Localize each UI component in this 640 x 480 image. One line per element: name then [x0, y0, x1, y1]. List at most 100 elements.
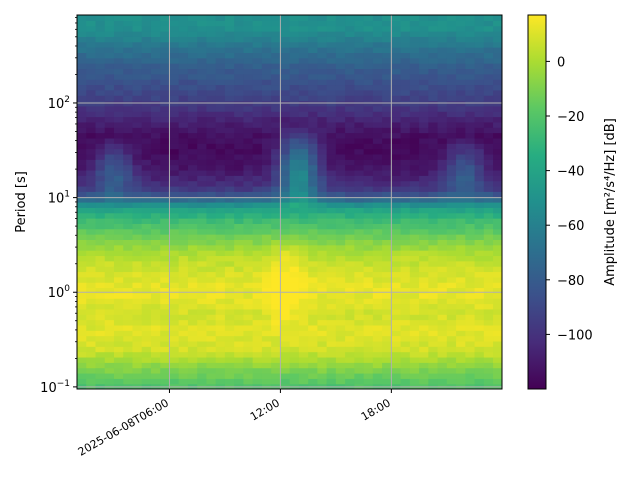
heatmap-cell	[252, 276, 263, 283]
heatmap-cell	[95, 148, 106, 155]
heatmap-cell	[409, 314, 420, 321]
heatmap-cell	[419, 57, 429, 64]
heatmap-cell	[474, 330, 485, 337]
heatmap-cell	[419, 111, 429, 118]
heatmap-cell	[113, 276, 124, 283]
heatmap-cell	[483, 207, 494, 214]
heatmap-cell	[298, 31, 309, 37]
heatmap-cell	[400, 276, 411, 283]
heatmap-cell	[428, 207, 439, 214]
heatmap-cell	[206, 362, 217, 369]
heatmap-cell	[456, 105, 466, 112]
heatmap-cell	[123, 362, 134, 369]
heatmap-cell	[123, 207, 134, 214]
heatmap-cell	[160, 383, 171, 389]
heatmap-cell	[363, 68, 374, 75]
heatmap-cell	[354, 207, 365, 214]
heatmap-cell	[437, 164, 448, 171]
heatmap-cell	[113, 303, 124, 310]
heatmap-cell	[77, 330, 87, 337]
heatmap-cell	[243, 356, 254, 363]
heatmap-cell	[335, 383, 346, 389]
heatmap-cell	[345, 207, 355, 214]
heatmap-cell	[178, 41, 189, 48]
heatmap-cell	[261, 180, 272, 187]
heatmap-cell	[493, 143, 502, 150]
heatmap-cell	[456, 271, 466, 278]
heatmap-cell	[261, 68, 272, 75]
heatmap-cell	[428, 340, 439, 347]
heatmap-cell	[252, 79, 263, 86]
heatmap-cell	[113, 111, 124, 118]
heatmap-cell	[234, 207, 245, 214]
heatmap-cell	[206, 212, 217, 219]
heatmap-cell	[409, 153, 420, 160]
heatmap-cell	[456, 308, 466, 315]
heatmap-cell	[95, 36, 106, 43]
heatmap-cell	[104, 79, 115, 86]
heatmap-cell	[437, 362, 448, 369]
heatmap-cell	[252, 202, 263, 208]
heatmap-cell	[215, 212, 226, 219]
heatmap-cell	[215, 362, 226, 369]
heatmap-cell	[363, 287, 374, 294]
heatmap-cell	[483, 95, 494, 102]
heatmap-cell	[178, 25, 189, 32]
heatmap-cell	[234, 84, 245, 91]
heatmap-cell	[178, 218, 189, 224]
heatmap-cell	[382, 31, 392, 37]
heatmap-cell	[465, 362, 476, 369]
heatmap-cell	[308, 335, 318, 342]
y-axis-label: Period [s]	[14, 171, 29, 233]
heatmap-cell	[141, 111, 152, 118]
heatmap-cell	[345, 362, 355, 369]
heatmap-cell	[224, 164, 235, 171]
heatmap-cell	[197, 116, 208, 123]
heatmap-cell	[178, 148, 189, 155]
heatmap-cell	[271, 260, 282, 267]
heatmap-cell	[391, 84, 402, 91]
heatmap-cell	[123, 282, 134, 289]
heatmap-cell	[345, 218, 355, 224]
heatmap-cell	[465, 218, 476, 224]
heatmap-cell	[197, 351, 208, 358]
heatmap-cell	[474, 175, 485, 182]
heatmap-cell	[428, 95, 439, 102]
heatmap-cell	[261, 111, 272, 118]
heatmap-cell	[206, 335, 217, 342]
heatmap-cell	[141, 287, 152, 294]
heatmap-cell	[382, 196, 392, 203]
heatmap-cell	[132, 276, 143, 283]
heatmap-cell	[95, 73, 106, 80]
heatmap-cell	[261, 63, 272, 70]
heatmap-cell	[243, 244, 254, 251]
heatmap-cell	[335, 319, 346, 326]
heatmap-cell	[465, 255, 476, 262]
heatmap-cell	[437, 266, 448, 273]
heatmap-cell	[289, 378, 300, 385]
heatmap-cell	[437, 175, 448, 182]
heatmap-cell	[160, 20, 171, 27]
heatmap-cell	[178, 47, 189, 53]
heatmap-cell	[261, 223, 272, 230]
heatmap-cell	[224, 68, 235, 75]
heatmap-cell	[456, 132, 466, 139]
heatmap-cell	[280, 159, 291, 166]
heatmap-cell	[243, 121, 254, 128]
heatmap-cell	[141, 159, 152, 166]
heatmap-cell	[465, 356, 476, 363]
heatmap-cell	[206, 218, 217, 224]
heatmap-cell	[363, 148, 374, 155]
heatmap-cell	[280, 143, 291, 150]
heatmap-cell	[271, 356, 282, 363]
heatmap-cell	[252, 335, 263, 342]
heatmap-cell	[391, 218, 402, 224]
heatmap-cell	[382, 148, 392, 155]
heatmap-cell	[206, 84, 217, 91]
heatmap-cell	[372, 127, 383, 134]
heatmap-cell	[271, 185, 282, 192]
heatmap-cell	[419, 255, 429, 262]
heatmap-cell	[243, 116, 254, 123]
heatmap-cell	[206, 255, 217, 262]
heatmap-cell	[224, 340, 235, 347]
